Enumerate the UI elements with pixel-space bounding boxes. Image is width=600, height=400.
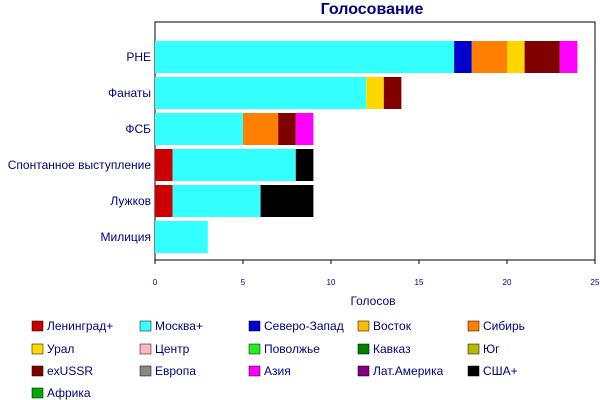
- legend-item: Центр: [139, 342, 190, 356]
- legend-swatch: [467, 320, 480, 332]
- legend-item: Африка: [31, 386, 91, 400]
- legend-label: Поволжье: [264, 342, 320, 356]
- bar-segment: [155, 77, 367, 109]
- legend-label: Кавказ: [373, 342, 411, 356]
- legend-swatch: [357, 343, 370, 355]
- legend-label: Урал: [47, 342, 74, 356]
- legend-swatch: [357, 320, 370, 332]
- legend-label: Ленинград+: [47, 319, 113, 333]
- legend-swatch: [31, 365, 44, 377]
- x-tick-label: 25: [591, 278, 600, 287]
- legend-item: Европа: [139, 364, 196, 378]
- legend-swatch: [139, 320, 152, 332]
- legend-item: exUSSR: [31, 364, 93, 378]
- bar-segment: [383, 77, 402, 109]
- legend-item: Северо-Запад: [248, 319, 344, 333]
- bar-segment: [172, 149, 296, 181]
- legend-swatch: [467, 365, 480, 377]
- legend-item: Поволжье: [248, 342, 320, 356]
- legend-label: Лат.Америка: [373, 364, 444, 378]
- bar-segment: [278, 113, 296, 145]
- legend-label: Азия: [264, 364, 291, 378]
- legend-label: exUSSR: [47, 364, 93, 378]
- legend-label: США+: [483, 364, 518, 378]
- legend-item: Сибирь: [467, 319, 525, 333]
- legend-item: Урал: [31, 342, 74, 356]
- x-tick-label: 20: [503, 278, 512, 287]
- legend-label: Африка: [47, 386, 91, 400]
- legend-swatch: [467, 343, 480, 355]
- legend-swatch: [31, 320, 44, 332]
- legend-item: Восток: [357, 319, 412, 333]
- bar-segment: [243, 113, 279, 145]
- legend-label: Европа: [155, 364, 196, 378]
- legend-swatch: [248, 343, 261, 355]
- legend-item: Кавказ: [357, 342, 411, 356]
- legend-swatch: [139, 343, 152, 355]
- bar-segment: [155, 221, 208, 253]
- y-tick-label: Спонтанное выступление: [8, 158, 152, 172]
- bar-segment: [155, 113, 243, 145]
- y-tick-label: ФСБ: [125, 122, 151, 136]
- x-tick-label: 5: [241, 278, 246, 287]
- legend-label: Центр: [155, 342, 190, 356]
- y-tick-label: Фанаты: [108, 86, 151, 100]
- bar-segment: [559, 41, 578, 73]
- bar-segment: [172, 185, 261, 217]
- bar-segment: [366, 77, 384, 109]
- legend-item: Ленинград+: [31, 319, 113, 333]
- x-axis-ticks: 0 5 10 15 20 25: [153, 260, 600, 287]
- y-tick-label: РНЕ: [126, 50, 151, 64]
- legend: Ленинград+ Москва+ Северо-Запад Восток Сибир…: [31, 319, 525, 400]
- legend-swatch: [357, 365, 370, 377]
- legend-swatch: [139, 365, 152, 377]
- legend-swatch: [248, 320, 261, 332]
- bar-segment: [454, 41, 472, 73]
- legend-swatch: [31, 343, 44, 355]
- bar-segment: [155, 41, 455, 73]
- bar-segment: [155, 149, 173, 181]
- x-tick-label: 0: [153, 278, 158, 287]
- legend-item: Юг: [467, 342, 500, 356]
- bars-group: [155, 41, 578, 253]
- x-tick-label: 10: [327, 278, 336, 287]
- legend-swatch: [248, 365, 261, 377]
- y-tick-label: Милиция: [101, 230, 151, 244]
- legend-label: Сибирь: [483, 319, 525, 333]
- legend-item: Лат.Америка: [357, 364, 444, 378]
- legend-swatch: [31, 387, 44, 399]
- legend-label: Юг: [483, 342, 500, 356]
- bar-segment: [295, 113, 314, 145]
- bar-segment: [155, 185, 173, 217]
- bar-segment: [295, 149, 314, 181]
- chart-title: Голосование: [321, 1, 424, 18]
- legend-label: Восток: [373, 319, 412, 333]
- bar-segment: [507, 41, 525, 73]
- legend-label: Москва+: [155, 319, 203, 333]
- x-axis-title: Голосов: [350, 294, 395, 308]
- legend-item: Москва+: [139, 319, 203, 333]
- x-tick-label: 15: [415, 278, 424, 287]
- y-axis-labels: РНЕ Фанаты ФСБ Спонтанное выступление Лужков…: [8, 50, 152, 244]
- bar-segment: [471, 41, 507, 73]
- legend-label: Северо-Запад: [264, 319, 344, 333]
- legend-item: Азия: [248, 364, 291, 378]
- bar-segment: [260, 185, 314, 217]
- y-tick-label: Лужков: [110, 194, 151, 208]
- bar-segment: [524, 41, 560, 73]
- legend-item: США+: [467, 364, 518, 378]
